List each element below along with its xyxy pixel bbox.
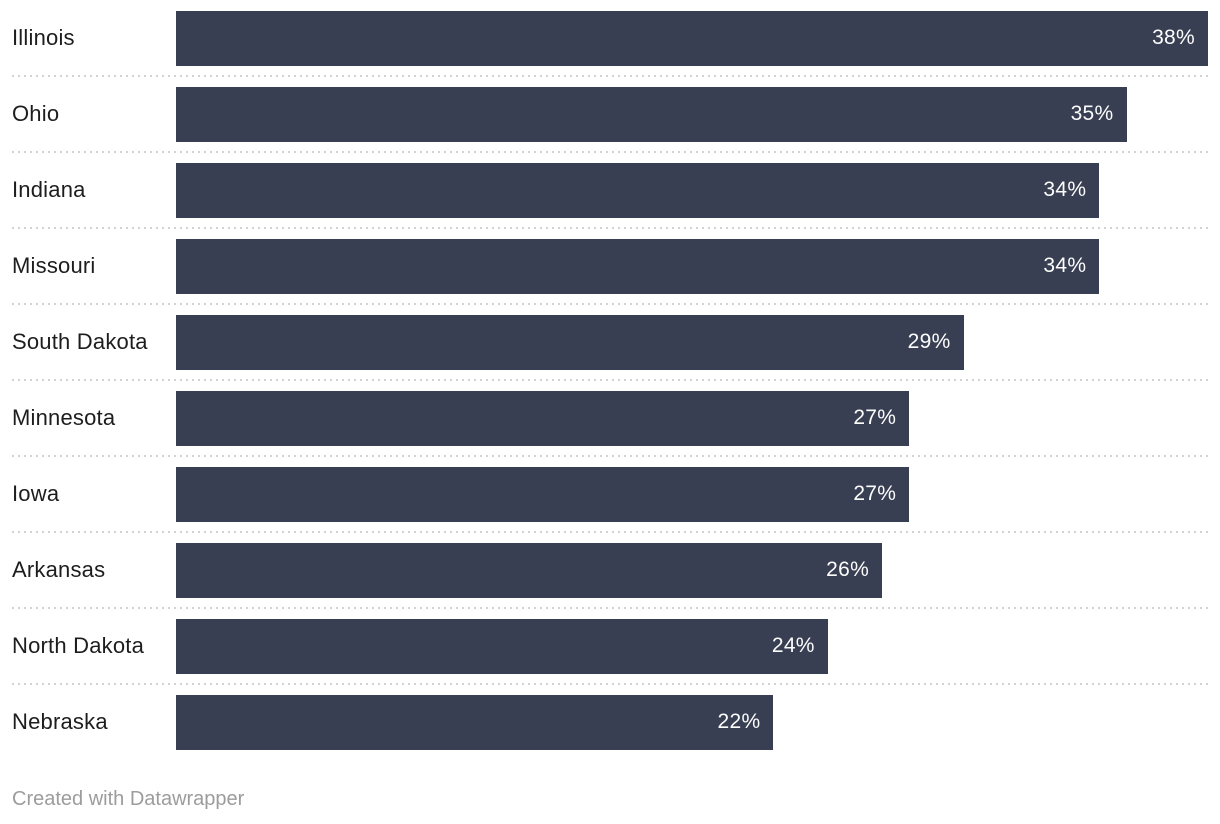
value-label: 34%	[1043, 178, 1087, 201]
bar: 34%	[176, 162, 1100, 218]
bar-area: 38%	[176, 10, 1208, 66]
table-row: Indiana 34%	[0, 152, 1220, 229]
table-row: Iowa 27%	[0, 456, 1220, 533]
table-row: Illinois 38%	[0, 0, 1220, 77]
value-label: 27%	[853, 406, 897, 429]
datawrapper-attribution-link[interactable]: Created with Datawrapper	[12, 788, 245, 810]
value-label: 26%	[826, 558, 870, 581]
bar-area: 29%	[176, 314, 1208, 370]
table-row: Ohio 35%	[0, 76, 1220, 153]
category-label: Illinois	[12, 25, 75, 50]
table-row: Missouri 34%	[0, 228, 1220, 305]
bar-area: 35%	[176, 86, 1208, 142]
category-label: Arkansas	[12, 557, 106, 582]
table-row: Minnesota 27%	[0, 380, 1220, 457]
bar: 29%	[176, 314, 964, 370]
bar: 38%	[176, 10, 1208, 66]
table-row: South Dakota 29%	[0, 304, 1220, 381]
category-label: Iowa	[12, 481, 60, 506]
bar: 27%	[176, 466, 910, 522]
category-label: Minnesota	[12, 405, 116, 430]
bar-area: 22%	[176, 694, 1208, 750]
bar-area: 27%	[176, 390, 1208, 446]
value-label: 35%	[1070, 102, 1114, 125]
chart-footer: Created with Datawrapper	[12, 788, 1220, 811]
value-label: 38%	[1152, 26, 1195, 49]
table-row: North Dakota 24%	[0, 608, 1220, 685]
table-row: Arkansas 26%	[0, 532, 1220, 609]
bar: 27%	[176, 390, 910, 446]
bar: 24%	[176, 618, 828, 674]
category-label: Ohio	[12, 101, 60, 126]
value-label: 29%	[907, 330, 951, 353]
value-label: 24%	[771, 634, 815, 657]
bar-area: 34%	[176, 238, 1208, 294]
bar-area: 24%	[176, 618, 1208, 674]
bar: 35%	[176, 86, 1127, 142]
bar: 22%	[176, 694, 774, 750]
category-label: Indiana	[12, 177, 86, 202]
category-label: North Dakota	[12, 633, 145, 658]
bar-area: 34%	[176, 162, 1208, 218]
bar-area: 27%	[176, 466, 1208, 522]
category-label: Nebraska	[12, 709, 108, 734]
table-row: Nebraska 22%	[0, 684, 1220, 760]
bar: 26%	[176, 542, 883, 598]
category-label: South Dakota	[12, 329, 148, 354]
value-label: 27%	[853, 482, 897, 505]
category-label: Missouri	[12, 253, 96, 278]
value-label: 22%	[717, 710, 761, 733]
value-label: 34%	[1043, 254, 1087, 277]
bar: 34%	[176, 238, 1100, 294]
bar-chart-rows: Illinois 38% Ohio 35% Indiana 34% Missouri 34% S…	[0, 0, 1220, 760]
bar-area: 26%	[176, 542, 1208, 598]
